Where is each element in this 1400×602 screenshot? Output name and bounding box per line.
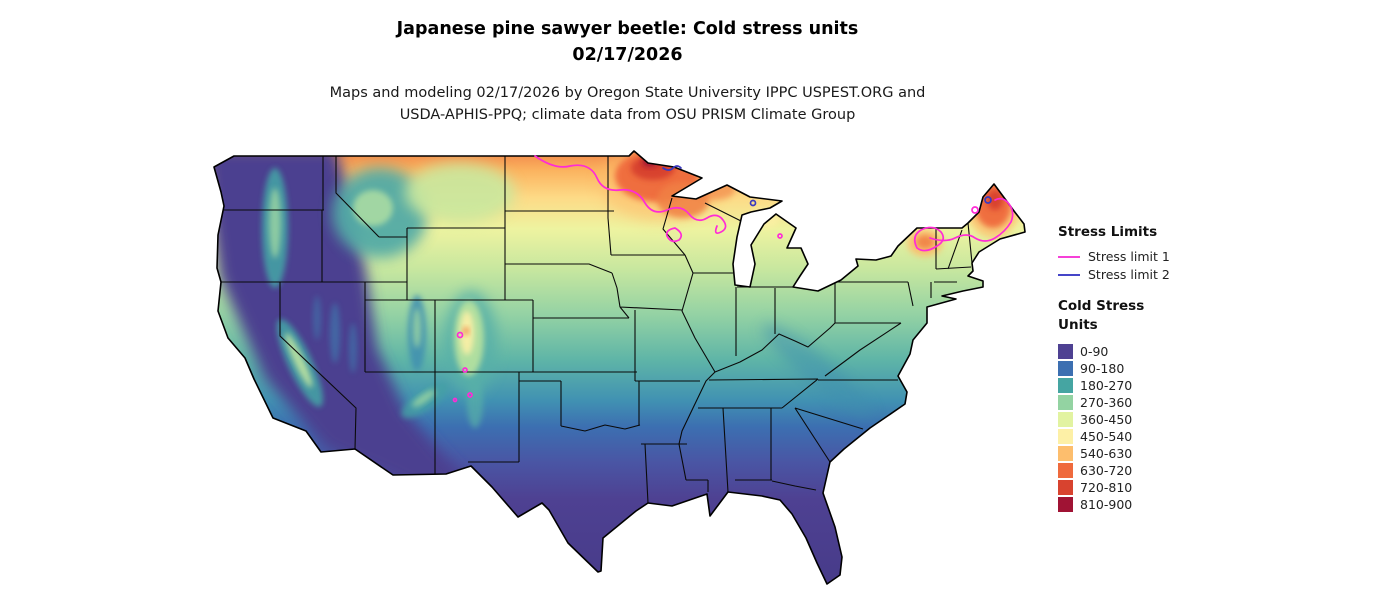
legend-class-row: 90-180 [1058, 360, 1208, 377]
legend-class-row: 0-90 [1058, 343, 1208, 360]
class-swatch [1058, 480, 1073, 495]
class-label: 630-720 [1080, 463, 1133, 478]
class-swatch [1058, 412, 1073, 427]
legend-class-row: 180-270 [1058, 377, 1208, 394]
us-map-svg [213, 150, 1026, 585]
us-outline [213, 150, 1026, 585]
class-label: 360-450 [1080, 412, 1133, 427]
class-swatch [1058, 378, 1073, 393]
legend-item-stress-limit-2: Stress limit 2 [1058, 266, 1208, 283]
legend-class-row: 270-360 [1058, 394, 1208, 411]
stress-limits-title: Stress Limits [1058, 224, 1158, 240]
raster-fill [214, 151, 1025, 584]
class-swatch [1058, 463, 1073, 478]
class-label: 540-630 [1080, 446, 1133, 461]
stress-limit-2-label: Stress limit 2 [1088, 267, 1170, 282]
class-swatch [1058, 344, 1073, 359]
legend-class-row: 810-900 [1058, 496, 1208, 513]
class-swatch [1058, 497, 1073, 512]
class-label: 0-90 [1080, 344, 1109, 359]
title-line-2: 02/17/2026 [572, 45, 683, 65]
class-label: 810-900 [1080, 497, 1133, 512]
legend-class-row: 450-540 [1058, 428, 1208, 445]
title-line-1: Japanese pine sawyer beetle: Cold stress… [396, 19, 859, 39]
class-label: 90-180 [1080, 361, 1125, 376]
class-label: 450-540 [1080, 429, 1133, 444]
class-swatch [1058, 429, 1073, 444]
stress-limit-1-line-sample [1058, 255, 1080, 258]
class-swatch [1058, 395, 1073, 410]
map-title: Japanese pine sawyer beetle: Cold stress… [0, 16, 1255, 68]
cold-stress-title-line-1: Cold Stress [1058, 298, 1145, 314]
legend-class-row: 720-810 [1058, 479, 1208, 496]
class-label: 180-270 [1080, 378, 1133, 393]
class-label: 720-810 [1080, 480, 1133, 495]
cold-stress-classes: 0-90 90-180 180-270 270-360 360-450 450-… [1058, 343, 1208, 513]
subtitle-line-1: Maps and modeling 02/17/2026 by Oregon S… [329, 85, 926, 101]
class-swatch [1058, 361, 1073, 376]
legend-class-row: 360-450 [1058, 411, 1208, 428]
stress-limit-2-line-sample [1058, 273, 1080, 276]
class-swatch [1058, 446, 1073, 461]
legend-class-row: 540-630 [1058, 445, 1208, 462]
map-subtitle: Maps and modeling 02/17/2026 by Oregon S… [0, 82, 1255, 126]
stress-limit-2-contour [662, 165, 992, 207]
legend-item-stress-limit-1: Stress limit 1 [1058, 248, 1208, 265]
stress-limit-1-contour [452, 155, 1014, 403]
class-label: 270-360 [1080, 395, 1133, 410]
cold-stress-title-line-2: Units [1058, 317, 1098, 333]
subtitle-line-2: USDA-APHIS-PPQ; climate data from OSU PR… [399, 107, 856, 123]
legend: Stress Limits Stress limit 1 Stress limi… [1058, 224, 1208, 513]
us-map [205, 148, 1035, 598]
stress-limit-1-label: Stress limit 1 [1088, 249, 1170, 264]
legend-class-row: 630-720 [1058, 462, 1208, 479]
state-boundaries [221, 156, 973, 504]
